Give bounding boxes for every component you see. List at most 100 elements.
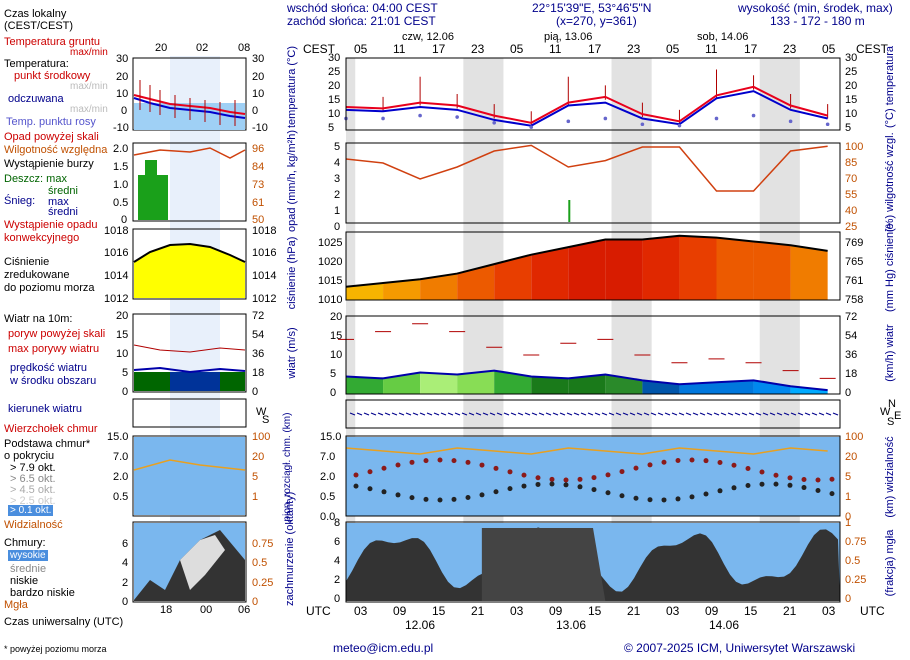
cest-tick: 23 — [471, 42, 485, 56]
dew-point-dot — [529, 125, 534, 129]
cloud-top-dot — [675, 458, 681, 464]
cloud-base-dot — [437, 497, 443, 503]
mini-precip-panel — [132, 142, 247, 222]
utc-tick: 21 — [471, 604, 485, 618]
email-link[interactable]: meteo@icm.edu.pl — [333, 641, 434, 655]
utc-label-right: UTC — [860, 604, 885, 618]
wind-area — [420, 372, 458, 394]
mini-cloud-tick: 0 — [122, 596, 129, 608]
cloud-base-dot — [675, 496, 681, 502]
low-cloud-area — [346, 527, 840, 601]
cloud-base-dot — [689, 494, 695, 500]
wind-direction-arrow — [769, 412, 776, 416]
wind-direction-arrow — [734, 412, 741, 416]
cloud-tick: 1 — [845, 517, 852, 529]
compass-e: E — [894, 410, 902, 422]
mini-wind-tick: 54 — [252, 329, 265, 341]
wind-direction-arrow — [370, 412, 377, 416]
cloud-top-dot — [493, 465, 499, 471]
visibility-line — [345, 447, 828, 455]
cloud-base-dot — [787, 482, 793, 488]
cest-tick: 05 — [666, 42, 680, 56]
copyright-text: © 2007-2025 ICM, Uniwersytet Warszawski — [624, 641, 856, 655]
cloud-base-dot — [829, 491, 835, 497]
wind-direction-arrow — [643, 412, 650, 416]
cloud-top-dot — [689, 457, 695, 463]
mini-fog-tick: 0.75 — [252, 538, 274, 550]
cloud-top-dot — [801, 476, 807, 482]
cloud-base-dot — [619, 493, 625, 499]
cest-tick: 11 — [549, 42, 562, 56]
temp-tick: 10 — [328, 108, 341, 120]
legend-snow: Śnieg: — [4, 195, 36, 207]
cloud-base-dot — [773, 481, 779, 487]
legend-mid-point: punkt środkowy — [14, 70, 91, 82]
precip-tick: 1 — [334, 205, 341, 217]
cb-tick: 5 — [845, 471, 852, 483]
temp-tick: 25 — [328, 66, 341, 78]
compass-s-mini: S — [262, 414, 270, 426]
day-label-bottom: 14.06 — [709, 618, 740, 632]
mini-hum-tick: 84 — [252, 161, 265, 173]
night-band — [346, 58, 356, 601]
mini-cb-tick: 2.0 — [113, 471, 129, 483]
mini-temp-tick: -10 — [252, 122, 268, 134]
wind-direction-arrow — [489, 412, 496, 416]
wind-direction-arrow — [482, 412, 489, 416]
dew-point-dot — [788, 119, 793, 124]
utc-tick: 09 — [393, 604, 407, 618]
cloud-base-dot — [423, 496, 429, 502]
mini-press-tick: 1016 — [252, 247, 277, 259]
cloud-top-dot — [353, 472, 359, 478]
legend-maxmin: max/min — [70, 81, 108, 92]
mini-bottom-tick: 00 — [200, 604, 213, 616]
wind-tick: 72 — [845, 311, 858, 323]
dew-point-dot — [751, 113, 756, 118]
cloud-top-dot — [409, 459, 415, 465]
cest-tick: 11 — [705, 42, 718, 56]
legend-humidity: Wilgotność względna — [4, 144, 108, 156]
mini-temp-tick: 0 — [121, 105, 128, 117]
legend-visibility: Widzialność — [4, 519, 63, 531]
dew-point-dot — [677, 123, 682, 128]
cest-tick: 23 — [783, 42, 797, 56]
wind-direction-arrow — [685, 412, 692, 416]
wind-direction-arrow — [517, 412, 524, 416]
pressure-area — [568, 239, 606, 300]
pressure-area — [494, 254, 532, 300]
mini-wind-tick: 20 — [116, 310, 129, 322]
cest-tick: 05 — [354, 42, 368, 56]
temp-tick: 15 — [328, 94, 341, 106]
cloud-top-dot — [465, 459, 471, 465]
cloud-base-dot — [577, 484, 583, 490]
temp-mid-line — [345, 85, 828, 124]
axis-title-cb-right: (km) widzialność — [884, 436, 896, 518]
cloud-top-dot — [633, 465, 639, 471]
wind-area — [568, 374, 606, 394]
legend-storm: Wystąpienie burzy — [4, 158, 94, 170]
cloud-base-dot — [815, 487, 821, 493]
wind-tick: 18 — [845, 368, 858, 380]
wind-direction-arrow — [510, 412, 517, 416]
dew-point-dot — [492, 121, 497, 125]
mini-bottom-tick: 06 — [238, 604, 251, 616]
legend-okt65: > 6.5 okt. — [10, 473, 56, 485]
precip-tick: 55 — [845, 189, 858, 201]
legend-okt01: > 0.1 okt. — [8, 505, 54, 516]
cloud-base-dot — [745, 482, 751, 488]
wind-direction-arrow — [629, 412, 636, 416]
mini-press-tick: 1018 — [104, 225, 129, 237]
wind-area — [753, 380, 791, 394]
compass-w: W — [880, 406, 891, 418]
compass-s: S — [887, 416, 895, 428]
cloud-base-dot — [731, 485, 737, 491]
press-tick: 1015 — [318, 275, 343, 287]
legend-very-low: bardzo niskie — [10, 587, 75, 599]
wind-direction-arrow — [748, 412, 755, 416]
cloud-top-dot — [549, 476, 555, 482]
legend-ground-temp2: max/min — [70, 47, 108, 58]
legend-maxmin2: max/min — [70, 104, 108, 115]
utc-tick: 15 — [588, 604, 602, 618]
wind-direction-arrow — [594, 412, 601, 416]
wind-direction-arrow — [832, 412, 839, 416]
